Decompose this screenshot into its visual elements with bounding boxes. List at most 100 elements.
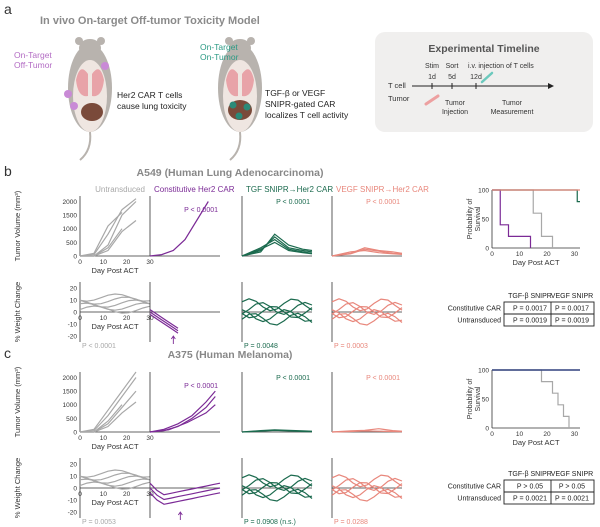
- vol-series-line: [149, 390, 216, 433]
- mouse-illustration-middle: [218, 37, 262, 161]
- day-tick-label: 10: [516, 251, 524, 258]
- wt-series-line: [331, 481, 403, 495]
- timeline-arrow-icon: [548, 83, 554, 89]
- table-col-header: VEGF SNIPR: [551, 293, 593, 300]
- vol-p-value: P < 0.0001: [276, 199, 310, 206]
- timeline-tumor-injection-2: Injection: [442, 109, 468, 116]
- table-cell: P = 0.0019: [555, 318, 589, 325]
- day-axis-label: Day Post ACT: [512, 438, 560, 447]
- death-arrow-icon: [170, 335, 176, 344]
- wt-series-line: [79, 481, 151, 490]
- left-label-line1: On-Target: [14, 50, 52, 60]
- vol-series-line: [80, 404, 123, 433]
- timeline-tumor-measure-2: Measurement: [491, 109, 534, 116]
- table-cell: P = 0.0021: [555, 496, 589, 503]
- wt-series-line: [241, 301, 313, 316]
- syringe-icon-tumor: [424, 94, 440, 106]
- vol-tick-label: 1500: [63, 213, 78, 220]
- vol-series-line: [79, 371, 137, 433]
- timeline-stim: Stim: [425, 63, 439, 70]
- wt-series-line: [331, 312, 403, 326]
- surv-tick-label: 100: [478, 188, 489, 195]
- wt-tick-label: 20: [70, 286, 78, 293]
- table-row-label: Untransduced: [457, 496, 501, 503]
- vol-tick-label: 0: [73, 254, 77, 261]
- day-tick-label: 20: [543, 251, 551, 258]
- vol-axis-label: Tumor Volume (mm³): [13, 190, 22, 261]
- wt-series-line: [149, 492, 221, 505]
- mid-desc-line3: localizes T cell activity: [265, 110, 349, 120]
- day-axis-label: Day Post ACT: [91, 442, 139, 451]
- wt-series-line: [331, 301, 403, 316]
- wt-series-line: [79, 305, 151, 314]
- vol-series-line: [79, 198, 137, 257]
- wt-series-line: [331, 305, 403, 319]
- wt-tick-label: 0: [73, 486, 77, 493]
- syringe-icon-tcell: [480, 71, 494, 84]
- table-cell: P = 0.0017: [513, 306, 547, 313]
- surv-axis-label-1: Probability of: [467, 199, 474, 240]
- wt-p-value: P = 0.0048: [244, 343, 278, 350]
- wt-series-line: [149, 487, 221, 501]
- group-title: Constitutive Her2 CAR: [154, 185, 235, 194]
- vol-tick-label: 1000: [63, 226, 78, 233]
- day-tick-label: 0: [78, 315, 82, 322]
- wt-series-line: [79, 469, 151, 478]
- vol-series-line: [331, 248, 403, 257]
- vol-series-line: [79, 211, 123, 257]
- table-row-label: Constitutive CAR: [448, 306, 501, 313]
- day-tick-label: 20: [543, 431, 551, 438]
- table-cell: P = 0.0019: [513, 318, 547, 325]
- panel-b-title: A549 (Human Lung Adenocarcinoma): [137, 167, 324, 179]
- day-tick-label: 10: [100, 491, 108, 498]
- vol-series-line: [80, 228, 123, 257]
- wt-series-line: [331, 488, 403, 502]
- day-axis-label: Day Post ACT: [91, 266, 139, 275]
- panel-b-charts: Tumor Volume (mm³)% Weight Change2000150…: [13, 185, 429, 350]
- surv-tick-label: 50: [482, 397, 490, 404]
- mid-label-line2: On-Tumor: [200, 52, 239, 62]
- wt-tick-label: 20: [70, 462, 78, 469]
- timeline-sort: Sort: [446, 63, 459, 70]
- wt-tick-label: 0: [73, 310, 77, 317]
- panel-b-letter: b: [4, 163, 12, 179]
- day-tick-label: 20: [123, 435, 131, 442]
- timeline-tcell-label: T cell: [388, 81, 406, 90]
- vol-series-line: [241, 241, 313, 257]
- vol-series-line: [241, 236, 313, 257]
- left-desc-line2: cause lung toxicity: [117, 101, 187, 111]
- surv-untransduced: [492, 369, 570, 428]
- day-axis-label: Day Post ACT: [91, 498, 139, 507]
- surv-untransduced: [492, 189, 554, 248]
- table-col-header: TGF-β SNIPR: [508, 293, 552, 300]
- wt-series-line: [149, 313, 179, 334]
- wt-series-line: [241, 477, 313, 492]
- wt-tick-label: -10: [68, 498, 78, 505]
- vol-tick-label: 2000: [63, 375, 78, 382]
- day-tick-label: 0: [78, 259, 82, 266]
- timeline-iv: i.v. injection of T cells: [468, 63, 534, 70]
- vol-series-line: [241, 429, 313, 433]
- vol-series-line: [149, 201, 209, 257]
- wt-tick-label: 10: [70, 474, 78, 481]
- wt-tick-label: 10: [70, 298, 78, 305]
- day-tick-label: 30: [146, 435, 154, 442]
- panel-b-survival: 100 50 00 10 20 30 Day Post ACT Probability of S…: [467, 188, 580, 267]
- panel-c-survival: 100 50 00 10 20 30 Day Post ACT Probability of S…: [467, 368, 580, 447]
- day-tick-label: 20: [123, 315, 131, 322]
- surv-tick-label: 50: [482, 217, 490, 224]
- vol-tick-label: 1500: [63, 389, 78, 396]
- vol-series-line: [241, 233, 313, 257]
- vol-axis-label: Tumor Volume (mm³): [13, 366, 22, 437]
- vol-tick-label: 500: [66, 240, 77, 247]
- left-desc-line1: Her2 CAR T cells: [117, 90, 182, 100]
- mid-label-line1: On-Target: [200, 42, 238, 52]
- vol-tick-label: 0: [73, 430, 77, 437]
- table-row-label: Constitutive CAR: [448, 484, 501, 491]
- wt-series-line: [149, 309, 179, 329]
- wt-tick-label: -20: [68, 510, 78, 517]
- surv-axis-label-2: Survival: [475, 206, 482, 231]
- wt-series-line: [241, 312, 313, 326]
- table-col-header: TGF-β SNIPR: [508, 471, 552, 478]
